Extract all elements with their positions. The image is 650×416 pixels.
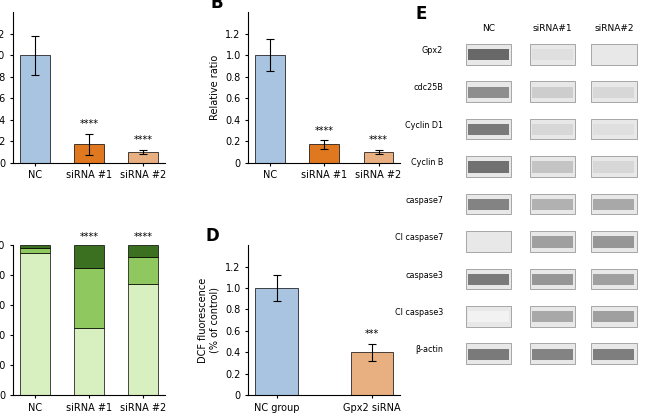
Bar	[593, 311, 634, 322]
Bar	[74, 245, 104, 267]
Bar	[468, 199, 509, 210]
Bar	[74, 267, 104, 328]
Bar	[309, 144, 339, 163]
Bar	[530, 119, 575, 139]
Text: ****: ****	[315, 126, 334, 136]
Text: Gpx2: Gpx2	[422, 46, 443, 55]
Bar	[530, 194, 575, 214]
Bar	[466, 343, 512, 364]
Bar	[532, 49, 573, 60]
Bar	[468, 349, 509, 360]
Bar	[530, 82, 575, 102]
Bar	[128, 152, 158, 163]
Bar	[363, 152, 393, 163]
Bar	[466, 119, 512, 139]
Bar	[591, 269, 636, 289]
Bar	[532, 199, 573, 210]
Bar	[530, 306, 575, 327]
Bar	[350, 352, 393, 395]
Text: Cl caspase3: Cl caspase3	[395, 308, 443, 317]
Bar	[591, 306, 636, 327]
Bar	[532, 124, 573, 135]
Text: ****: ****	[134, 232, 153, 242]
Y-axis label: DCF fluorescence
(% of control): DCF fluorescence (% of control)	[198, 277, 220, 363]
Text: caspase7: caspase7	[405, 196, 443, 205]
Bar	[532, 161, 573, 173]
Text: Cyclin D1: Cyclin D1	[405, 121, 443, 130]
Bar	[593, 349, 634, 360]
Text: Cyclin B: Cyclin B	[411, 158, 443, 167]
Bar	[532, 311, 573, 322]
Bar	[530, 343, 575, 364]
Bar	[466, 82, 512, 102]
Bar	[255, 55, 285, 163]
Text: B: B	[211, 0, 223, 12]
Y-axis label: Relative ratio: Relative ratio	[210, 55, 220, 120]
Text: cdc25B: cdc25B	[413, 84, 443, 92]
Bar	[591, 231, 636, 252]
Text: NC: NC	[482, 24, 495, 33]
Bar	[128, 284, 158, 395]
Bar	[466, 44, 512, 64]
Bar	[468, 49, 509, 60]
Bar	[466, 194, 512, 214]
Text: E: E	[416, 5, 427, 23]
Bar	[468, 87, 509, 98]
Text: β-actin: β-actin	[415, 345, 443, 354]
Text: ****: ****	[79, 119, 98, 129]
Text: siRNA#2: siRNA#2	[594, 24, 634, 33]
Bar	[593, 236, 634, 248]
Bar	[532, 349, 573, 360]
Bar	[591, 194, 636, 214]
Bar	[593, 124, 634, 135]
Text: caspase3: caspase3	[405, 270, 443, 280]
Bar	[74, 144, 104, 163]
Bar	[591, 156, 636, 177]
Bar	[466, 306, 512, 327]
Bar	[593, 49, 634, 60]
Bar	[530, 231, 575, 252]
Bar	[468, 124, 509, 135]
Bar	[468, 236, 509, 248]
Bar	[468, 161, 509, 173]
Bar	[530, 44, 575, 64]
Bar	[591, 343, 636, 364]
Bar	[532, 274, 573, 285]
Bar	[255, 288, 298, 395]
Text: ***: ***	[365, 329, 379, 339]
Bar	[20, 245, 49, 248]
Bar	[530, 156, 575, 177]
Bar	[593, 199, 634, 210]
Bar	[466, 269, 512, 289]
Bar	[593, 161, 634, 173]
Bar	[468, 274, 509, 285]
Bar	[20, 55, 49, 163]
Bar	[591, 119, 636, 139]
Bar	[74, 328, 104, 395]
Bar	[591, 44, 636, 64]
Bar	[532, 236, 573, 248]
Text: ****: ****	[79, 232, 98, 242]
Bar	[468, 311, 509, 322]
Bar	[128, 245, 158, 257]
Bar	[466, 231, 512, 252]
Text: Cl caspase7: Cl caspase7	[395, 233, 443, 242]
Bar	[591, 82, 636, 102]
Text: siRNA#1: siRNA#1	[532, 24, 572, 33]
Bar	[20, 248, 49, 253]
Bar	[128, 257, 158, 284]
Bar	[20, 253, 49, 395]
Text: ****: ****	[134, 136, 153, 146]
Bar	[532, 87, 573, 98]
Text: D: D	[206, 227, 220, 245]
Bar	[593, 274, 634, 285]
Bar	[593, 87, 634, 98]
Bar	[466, 156, 512, 177]
Bar	[530, 269, 575, 289]
Text: ****: ****	[369, 136, 388, 146]
